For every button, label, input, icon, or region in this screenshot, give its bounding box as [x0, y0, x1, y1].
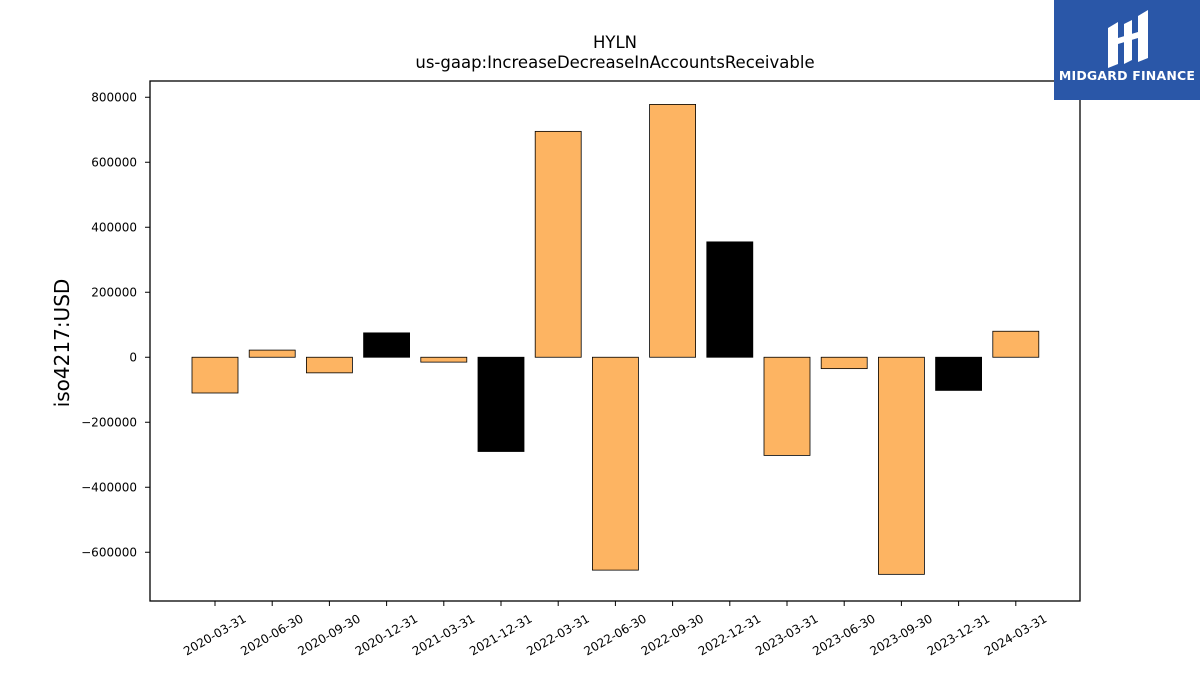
x-tick-label: 2020-09-30 [295, 611, 362, 658]
x-tick-label: 2023-06-30 [810, 611, 877, 658]
bar-2023-09-30 [878, 356, 925, 575]
y-tick-label: 0 [129, 350, 137, 364]
y-tick-label: −200000 [81, 415, 137, 429]
bar-2021-12-31 [477, 356, 525, 452]
chart-title: HYLN [593, 33, 637, 52]
brand-logo: MIDGARD FINANCE [1054, 0, 1200, 100]
x-tick-label: 2020-12-31 [353, 611, 420, 658]
x-tick-label: 2020-06-30 [238, 611, 305, 658]
bar-2023-03-31 [763, 356, 811, 456]
bar-2020-03-31 [191, 356, 239, 394]
brand-name: MIDGARD FINANCE [1058, 68, 1196, 83]
x-tick-label: 2022-09-30 [639, 611, 706, 658]
bar-2020-06-30 [248, 349, 296, 358]
x-tick-label: 2021-12-31 [467, 611, 534, 658]
x-tick-label: 2023-12-31 [925, 611, 992, 658]
bar-2023-06-30 [820, 356, 868, 370]
y-axis: −600000 −400000 −200000 0 200000 400000 600000… [81, 90, 150, 559]
x-axis: 2020-03-312020-06-302020-09-302020-12-31… [181, 601, 1049, 658]
bar-2020-09-30 [305, 356, 353, 374]
y-tick-label: 200000 [91, 285, 137, 299]
chart-subtitle: us-gaap:IncreaseDecreaseInAccountsReceiv… [415, 53, 814, 72]
bar-2024-03-31 [992, 330, 1040, 358]
x-tick-label: 2020-03-31 [181, 611, 248, 658]
x-tick-label: 2024-03-31 [982, 611, 1049, 658]
y-tick-label: −400000 [81, 480, 137, 494]
y-tick-label: 400000 [91, 220, 137, 234]
x-tick-label: 2023-09-30 [867, 611, 934, 658]
bar-2020-12-31 [363, 332, 411, 358]
x-tick-label: 2022-06-30 [581, 611, 648, 658]
x-tick-label: 2021-03-31 [410, 611, 477, 658]
bar-2022-12-31 [706, 241, 754, 358]
bar-2023-12-31 [935, 356, 982, 391]
bar-2022-03-31 [534, 130, 582, 358]
y-tick-label: 600000 [91, 155, 137, 169]
midgard-logo-icon [1108, 10, 1148, 68]
x-tick-label: 2022-03-31 [524, 611, 591, 658]
bar-2022-09-30 [649, 104, 696, 358]
bars-group [191, 104, 1040, 575]
y-tick-label: −600000 [81, 545, 137, 559]
y-tick-label: 800000 [91, 90, 137, 104]
x-tick-label: 2023-03-31 [753, 611, 820, 658]
x-tick-label: 2022-12-31 [696, 611, 763, 658]
bar-2022-06-30 [592, 356, 639, 571]
y-axis-label: iso4217:USD [50, 279, 74, 408]
bar-2021-03-31 [420, 356, 468, 363]
